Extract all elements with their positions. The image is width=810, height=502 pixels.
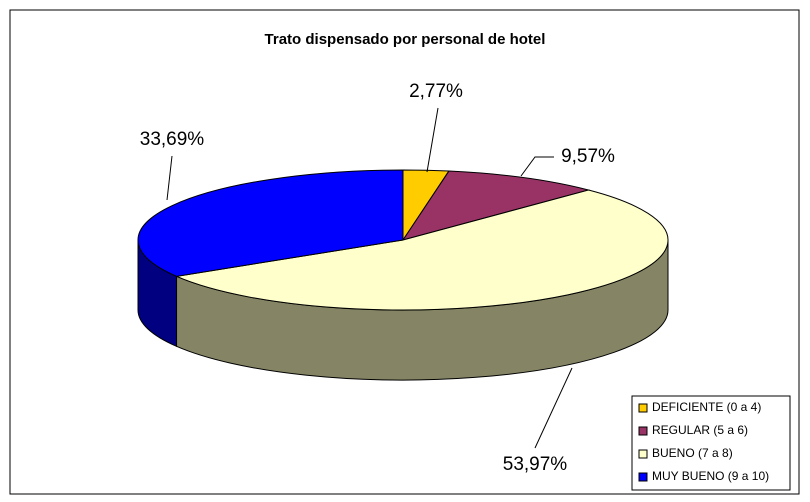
legend-label: DEFICIENTE (0 a 4)	[652, 400, 761, 414]
legend-box	[631, 395, 791, 491]
chart-title: Trato dispensado por personal de hotel	[265, 31, 546, 48]
leader-line	[534, 367, 573, 449]
leader-line	[426, 107, 439, 173]
legend-label: MUY BUENO (9 a 10)	[652, 469, 769, 483]
legend-swatch	[638, 426, 648, 436]
pie-slice	[174, 189, 669, 311]
legend-swatch	[638, 472, 648, 482]
legend-label: BUENO (7 a 8)	[652, 446, 733, 460]
pie-slice	[401, 170, 591, 241]
leader-line	[166, 155, 173, 201]
legend-label: REGULAR (5 a 6)	[652, 423, 748, 437]
data-label: 33,69%	[140, 129, 205, 150]
legend-swatch	[638, 403, 648, 413]
leader-line	[520, 156, 554, 177]
data-label: 2,77%	[409, 81, 463, 102]
legend-swatch	[638, 449, 648, 459]
pie-slice	[137, 169, 404, 277]
data-label: 53,97%	[503, 454, 568, 475]
data-label: 9,57%	[561, 146, 615, 167]
